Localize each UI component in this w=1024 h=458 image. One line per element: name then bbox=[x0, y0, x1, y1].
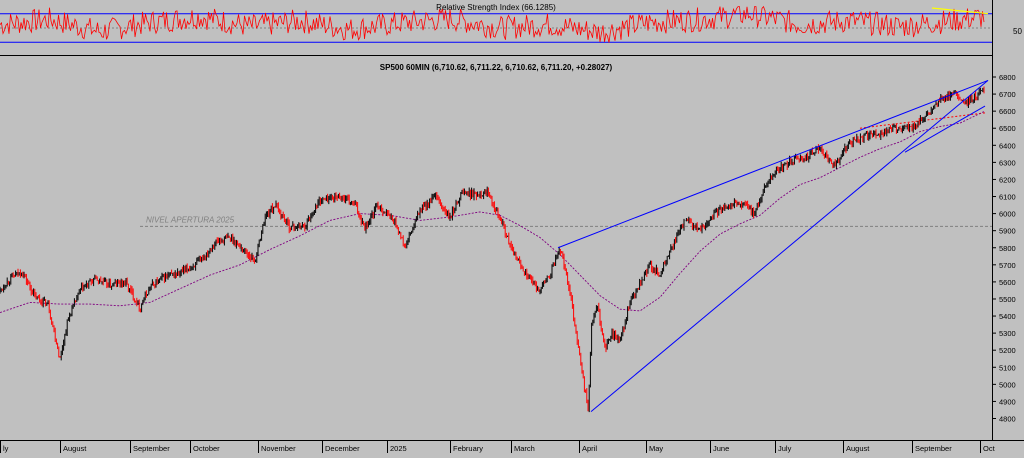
time-tick-label: February bbox=[453, 444, 483, 453]
moving-average-line bbox=[0, 110, 986, 314]
rsi-trendline bbox=[931, 7, 989, 15]
price-axis-ticks: 4800 4900 5000 5100 5200 5300 5400 5500 5600 5700… bbox=[992, 73, 1016, 424]
time-tick-label: September bbox=[133, 444, 170, 453]
trendline-1 bbox=[557, 79, 989, 249]
time-tick-label: August bbox=[63, 444, 87, 453]
time-tick-label: November bbox=[261, 444, 296, 453]
time-tick-label: September bbox=[915, 444, 952, 453]
price-tick-label: 6600 bbox=[999, 107, 1016, 116]
time-axis-ticks: ly August September October November December… bbox=[0, 441, 996, 453]
price-tick-label: 6200 bbox=[999, 175, 1016, 184]
price-layer bbox=[0, 79, 989, 413]
time-tick-label: May bbox=[649, 444, 663, 453]
rsi-line bbox=[0, 5, 985, 43]
reference-line bbox=[859, 112, 986, 129]
price-title: SP500 60MIN (6,710.62, 6,711.22, 6,710.6… bbox=[380, 63, 613, 72]
price-tick-label: 6700 bbox=[999, 90, 1016, 99]
price-tick-label: 5600 bbox=[999, 278, 1016, 287]
trendline-2 bbox=[590, 80, 989, 413]
price-tick-label: 5400 bbox=[999, 312, 1016, 321]
price-tick-label: 5900 bbox=[999, 227, 1016, 236]
price-tick-label: 5500 bbox=[999, 295, 1016, 304]
time-tick-label: July bbox=[778, 444, 792, 453]
rsi-layer bbox=[0, 5, 992, 43]
price-tick-label: 4800 bbox=[999, 415, 1016, 424]
time-tick-label: ly bbox=[3, 444, 9, 453]
time-tick-label: October bbox=[193, 444, 220, 453]
price-tick-label: 5200 bbox=[999, 346, 1016, 355]
trendline-3 bbox=[904, 105, 986, 153]
time-tick-label: April bbox=[582, 444, 597, 453]
price-tick-label: 6000 bbox=[999, 210, 1016, 219]
price-tick-label: 5000 bbox=[999, 380, 1016, 389]
time-tick-label: Oct bbox=[983, 444, 996, 453]
price-tick-label: 6500 bbox=[999, 124, 1016, 133]
price-tick-label: 6400 bbox=[999, 141, 1016, 150]
price-tick-label: 5700 bbox=[999, 261, 1016, 270]
time-tick-label: 2025 bbox=[390, 444, 407, 453]
price-tick-label: 6300 bbox=[999, 158, 1016, 167]
time-tick-label: August bbox=[846, 444, 870, 453]
rsi-tick-50: 50 bbox=[1013, 27, 1022, 36]
price-tick-label: 6100 bbox=[999, 193, 1016, 202]
time-tick-label: March bbox=[514, 444, 535, 453]
time-tick-label: December bbox=[325, 444, 360, 453]
price-tick-label: 5800 bbox=[999, 244, 1016, 253]
price-tick-label: 5300 bbox=[999, 329, 1016, 338]
price-tick-label: 5100 bbox=[999, 363, 1016, 372]
price-tick-label: 6800 bbox=[999, 73, 1016, 82]
opening-level-label: NIVEL APERTURA 2025 bbox=[146, 215, 235, 224]
time-tick-label: June bbox=[713, 444, 729, 453]
price-tick-label: 4900 bbox=[999, 397, 1016, 406]
rsi-title: Relative Strength Index (66.1285) bbox=[436, 3, 556, 12]
